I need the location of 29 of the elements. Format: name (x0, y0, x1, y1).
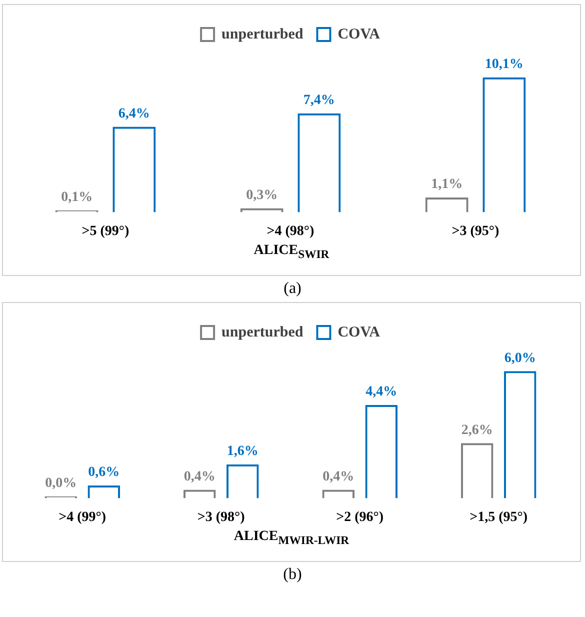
x-tick-label: >3 (95°) (452, 224, 500, 240)
data-label: 0,1% (61, 190, 93, 205)
data-label: 0,4% (322, 469, 354, 484)
text: (a) (282, 280, 302, 298)
data-label: 0,4% (184, 469, 216, 484)
data-label: 10,1% (484, 56, 524, 72)
x-tick-label: >4 (98°) (266, 224, 315, 240)
data-label: 0,6% (88, 464, 120, 480)
data-label: 0,0% (45, 476, 77, 491)
data-label: 4,4% (366, 384, 398, 400)
data-label: 0,3% (246, 188, 278, 203)
x-tick-label: >3 (98°) (197, 510, 246, 526)
data-label: 1,6% (226, 444, 258, 459)
data-label: 2,6% (461, 422, 493, 438)
data-label: 1,1% (431, 177, 463, 192)
legend-label: unperturbed (222, 26, 304, 42)
legend-label: unperturbed (222, 324, 304, 340)
x-axis-title: ALICE$_{MWIR-LWIR}$ (232, 528, 350, 547)
x-tick-label: >5 (99°) (82, 224, 130, 240)
data-label: 6,0% (504, 350, 536, 366)
legend-label: COVA (338, 26, 380, 42)
x-tick-label: >4 (99°) (58, 510, 106, 526)
x-tick-label: >2 (96°) (336, 510, 384, 526)
data-label: 6,4% (118, 106, 150, 122)
legend-label: COVA (338, 324, 380, 340)
x-tick-label: >1,5 (95°) (470, 510, 528, 526)
x-axis-title: ALICE$_{SWIR}$ (252, 243, 330, 261)
data-label: 7,4% (303, 93, 335, 108)
text: (b) (282, 566, 303, 584)
